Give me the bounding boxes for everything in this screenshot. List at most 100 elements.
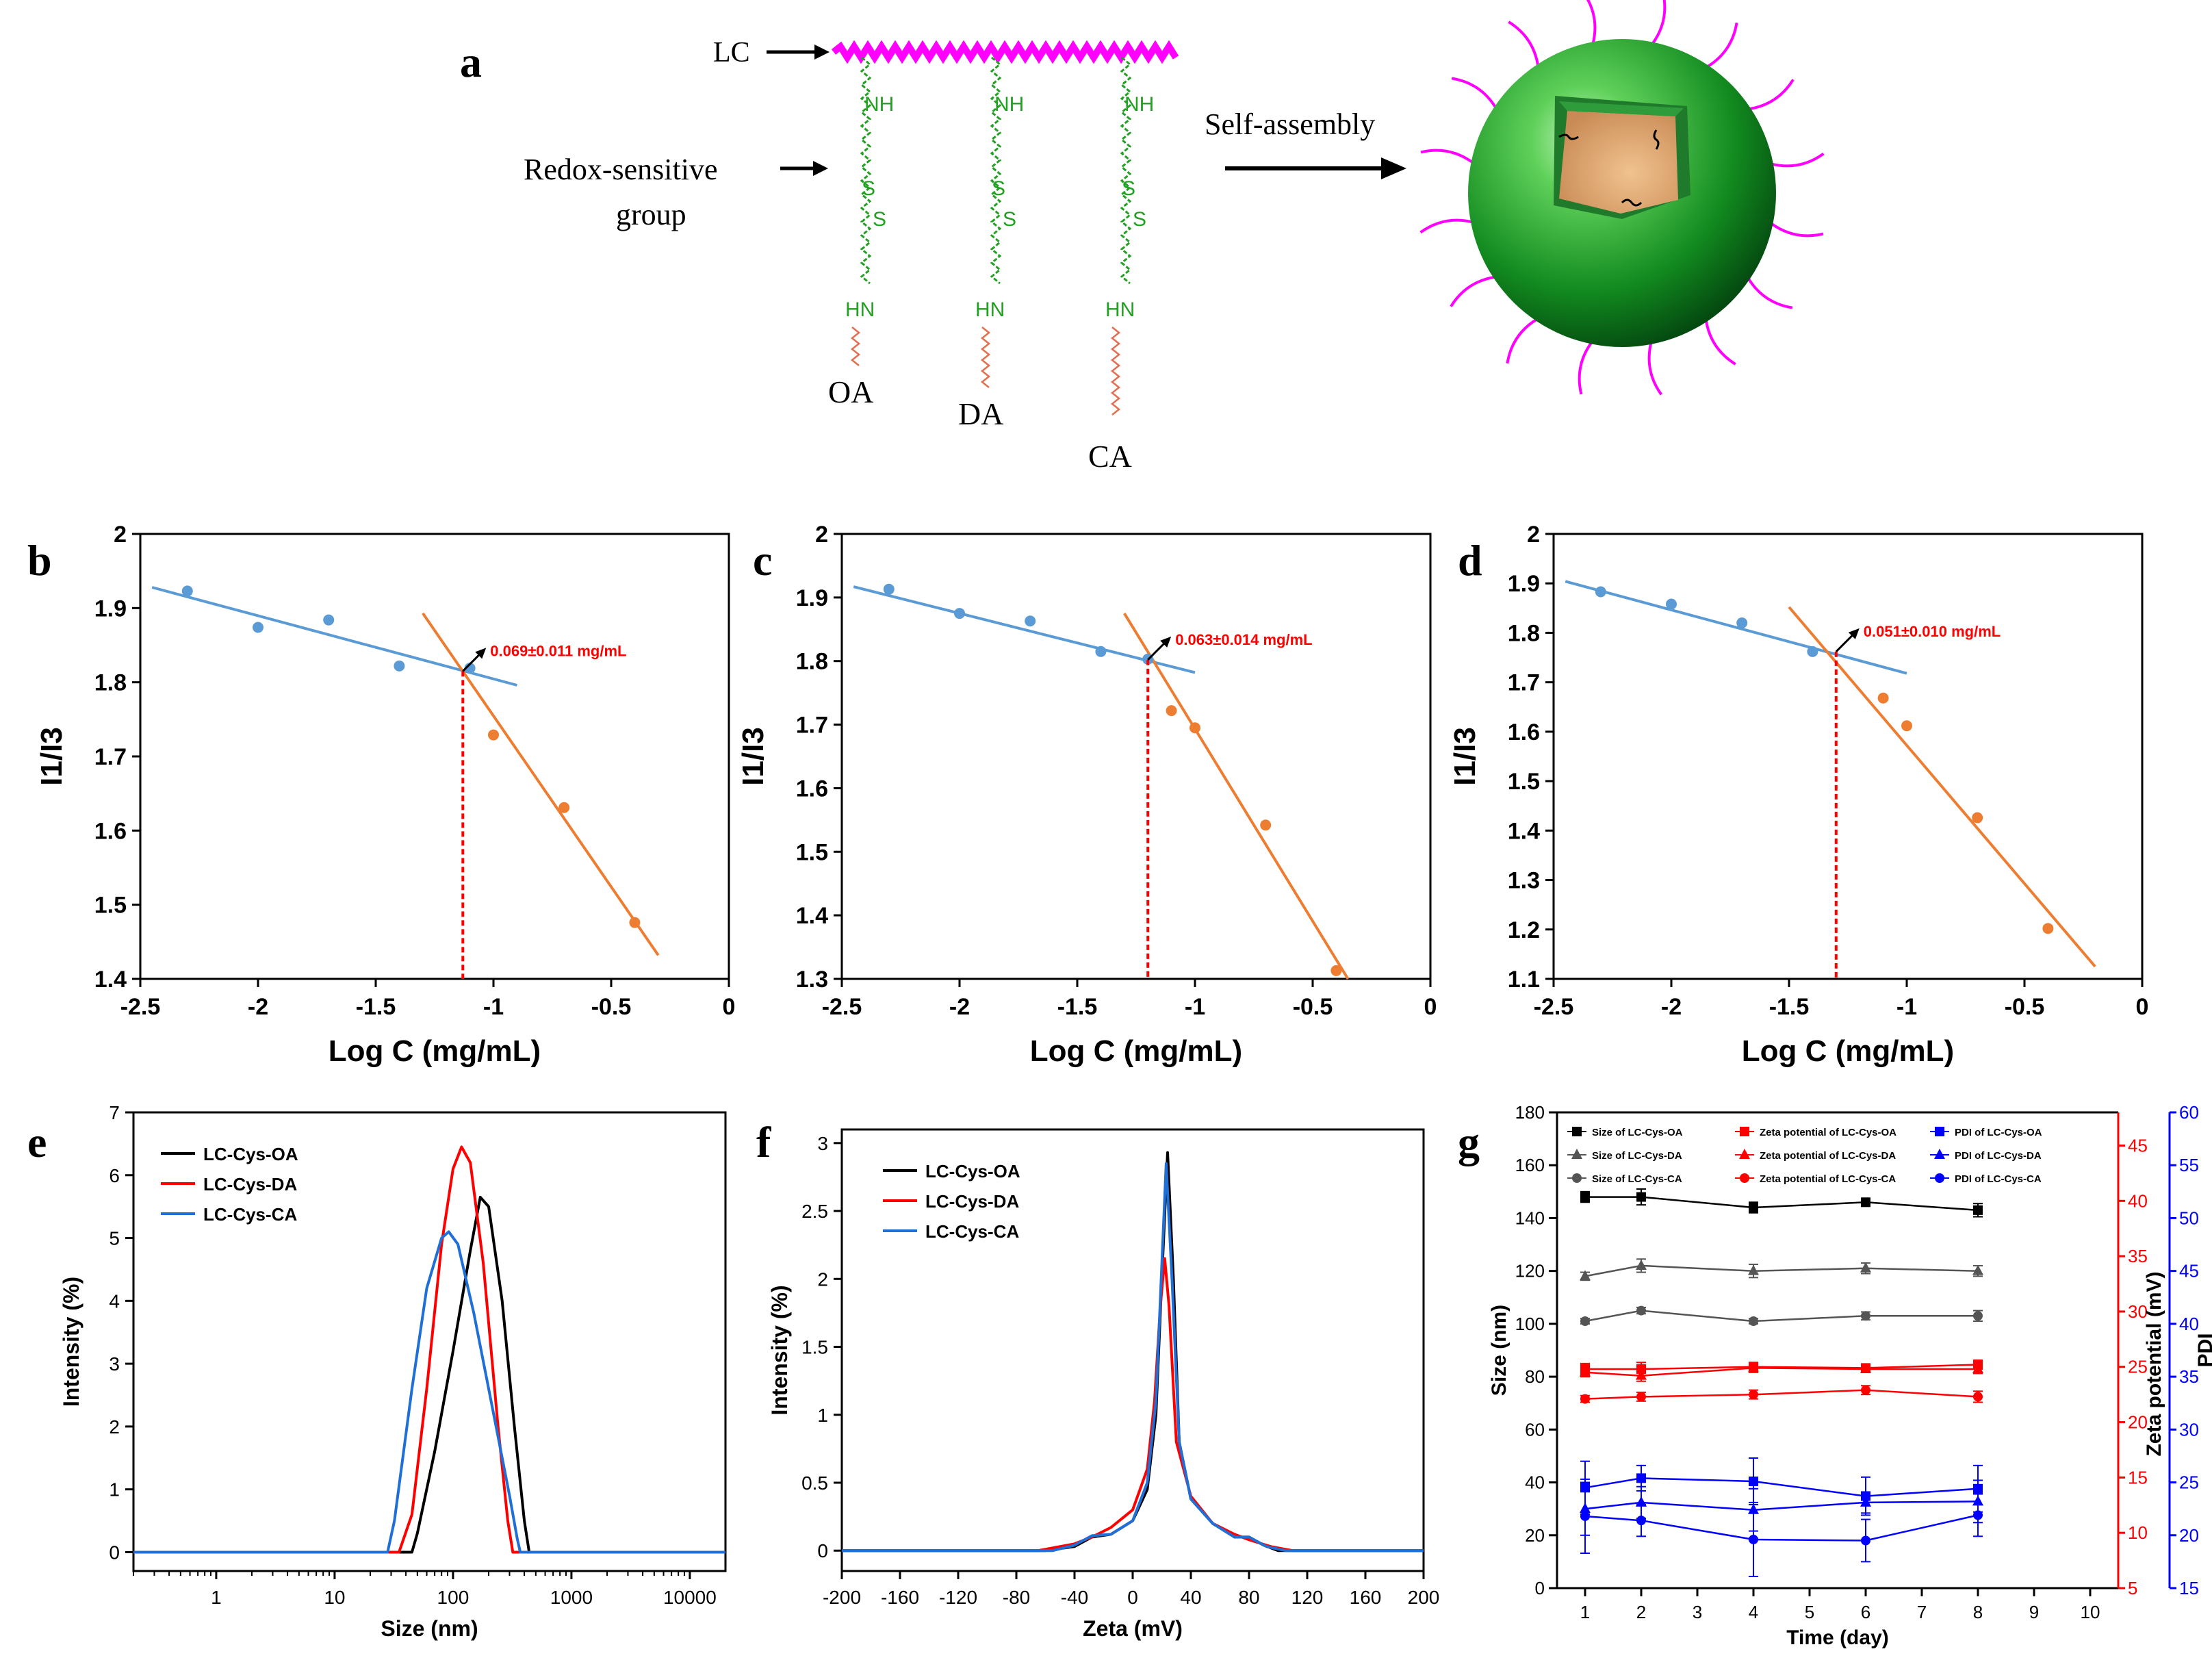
x-tick-label: 40 [1180, 1587, 1201, 1608]
x-tick-label: 2 [1636, 1602, 1646, 1622]
data-point-Zeta potential of LC-Cys-DA [1860, 1362, 1871, 1373]
x-tick-label: 120 [1291, 1587, 1324, 1608]
panel-label-f: f [756, 1118, 771, 1166]
legend-label-PDI of LC-Cys-CA: PDI of LC-Cys-CA [1955, 1173, 2042, 1185]
legend-label-Size of LC-Cys-OA: Size of LC-Cys-OA [1592, 1127, 1683, 1138]
micelle-tail [1578, 341, 1593, 395]
data-point-Zeta potential of LC-Cys-CA [1973, 1392, 1983, 1402]
y-tick-label: 1.8 [1508, 620, 1540, 646]
y-tick-label: 0 [109, 1542, 120, 1563]
legend-label-Zeta potential of LC-Cys-CA: Zeta potential of LC-Cys-CA [1760, 1173, 1896, 1185]
x-axis-label: Size (nm) [381, 1616, 478, 1641]
data-point-PDI of LC-Cys-CA [1973, 1510, 1983, 1520]
data-point-post-micellar [1330, 965, 1342, 976]
legend-label-Zeta potential of LC-Cys-DA: Zeta potential of LC-Cys-DA [1760, 1150, 1896, 1162]
series-line-LC-Cys-CA [133, 1230, 725, 1554]
linker-CA [1120, 56, 1132, 285]
data-point-pre-micellar [1666, 598, 1677, 610]
x-tick-label: 6 [1861, 1602, 1870, 1622]
x-tick-label: -2.5 [120, 994, 161, 1020]
data-point-PDI of LC-Cys-CA [1861, 1535, 1870, 1546]
data-point-post-micellar [488, 729, 499, 741]
x-tick-label: -2.5 [1534, 994, 1574, 1020]
legend-label-LC-Cys-OA: LC-Cys-OA [203, 1144, 298, 1164]
legend-label-Size of LC-Cys-DA: Size of LC-Cys-DA [1592, 1150, 1682, 1162]
micelle-tail [1651, 0, 1667, 45]
micelle-core [1559, 111, 1678, 214]
data-point-pre-micellar [1025, 615, 1036, 627]
y-tick-label: 2 [1527, 522, 1540, 548]
legend-marker-Size of LC-Cys-DA [1571, 1149, 1582, 1159]
x-tick-label: -80 [1003, 1587, 1030, 1608]
x-tick-label: -0.5 [2005, 994, 2045, 1020]
data-point-post-micellar [1260, 819, 1272, 831]
y-axis-label: Intensity (%) [59, 1277, 83, 1407]
core-link-2 [1653, 129, 1660, 150]
y-left-tick-label: 160 [1515, 1155, 1545, 1175]
redox-arrow-head [813, 161, 828, 176]
data-point-Zeta potential of LC-Cys-CA [1861, 1385, 1870, 1395]
micelle-tail [1704, 319, 1736, 366]
linker-OA [860, 56, 872, 285]
cmc-arrow-head [1160, 636, 1172, 648]
nh-label: NH [864, 93, 894, 116]
y-tick-label: 1.5 [94, 893, 127, 919]
micelle-shell-edge [1559, 101, 1684, 116]
micelle-tail [1450, 275, 1496, 307]
cmc-arrow-head [1848, 628, 1860, 639]
y-tick-label: 1.9 [94, 596, 127, 622]
x-tick-label: -2 [949, 994, 970, 1020]
y-tick-label: 4 [109, 1290, 120, 1312]
cmc-value-label: 0.063±0.014 mg/mL [1175, 631, 1312, 648]
micelle-tail [1420, 149, 1474, 164]
legend-marker-PDI of LC-Cys-DA [1934, 1149, 1945, 1159]
data-point-post-micellar [1166, 705, 1177, 717]
data-point-Zeta potential of LC-Cys-DA [1636, 1369, 1647, 1380]
hn-label: HN [1105, 298, 1135, 321]
data-point-PDI of LC-Cys-CA [1580, 1511, 1590, 1521]
panel-a-schematic: a LC Redox-sensitive group NHSSHNOANHSSH… [460, 0, 1825, 474]
fit-line-pre-micellar [151, 586, 517, 687]
legend-label-Size of LC-Cys-CA: Size of LC-Cys-CA [1592, 1173, 1682, 1185]
x-tick-label: 80 [1238, 1587, 1259, 1608]
x-tick-label: 1 [1580, 1602, 1590, 1622]
plot-frame [132, 1111, 727, 1572]
y-tick-label: 1.8 [94, 670, 127, 696]
data-point-Size of LC-Cys-DA [1580, 1270, 1591, 1281]
x-tick-label: -1.5 [1769, 994, 1810, 1020]
data-point-Size of LC-Cys-OA [1636, 1192, 1646, 1202]
linker-DA [990, 56, 1002, 285]
micelle-tail [1508, 21, 1540, 67]
y-pdi-tick-label: 60 [2179, 1102, 2199, 1123]
y-zeta-tick-label: 45 [2128, 1135, 2148, 1155]
legend-marker-PDI of LC-Cys-CA [1935, 1173, 1944, 1183]
chain-label-DA: DA [958, 396, 1003, 431]
y-tick-label: 7 [109, 1102, 120, 1123]
y-pdi-tick-label: 35 [2179, 1366, 2199, 1387]
x-tick-label: -40 [1061, 1587, 1088, 1608]
x-tick-label: -1 [483, 994, 504, 1020]
legend-label-LC-Cys-DA: LC-Cys-DA [925, 1191, 1019, 1212]
chart-b-cmc-oa: -2.5 -2 -1.5 -1 -0.5 0 1.4 1.5 1.6 1.7 1.8 1.9 2 Log … [35, 522, 735, 1068]
y-left-axis-label: Size (nm) [1488, 1305, 1510, 1396]
data-point-post-micellar [2042, 923, 2054, 934]
x-tick-label: -2.5 [822, 994, 862, 1020]
legend-marker-Size of LC-Cys-OA [1572, 1127, 1582, 1136]
series-line-LC-Cys-OA [133, 1195, 725, 1554]
x-tick-label: 0 [1127, 1587, 1138, 1608]
data-point-Size of LC-Cys-DA [1972, 1264, 1983, 1275]
data-point-Size of LC-Cys-CA [1636, 1305, 1646, 1316]
s-label: S [1003, 208, 1016, 231]
x-tick-label: -1.5 [356, 994, 396, 1020]
data-point-pre-micellar [181, 585, 193, 597]
y-axis-label: I1/I3 [1448, 727, 1482, 786]
y-zeta-tick-label: 25 [2128, 1357, 2148, 1377]
y-tick-label: 3 [817, 1133, 828, 1154]
data-point-PDI of LC-Cys-CA [1749, 1534, 1758, 1544]
legend-label-Zeta potential of LC-Cys-OA: Zeta potential of LC-Cys-OA [1760, 1127, 1896, 1138]
lc-arrow-head [814, 44, 830, 60]
y-tick-label: 1.9 [796, 585, 828, 611]
data-point-pre-micellar [954, 608, 965, 620]
y-pdi-tick-label: 50 [2179, 1208, 2199, 1228]
